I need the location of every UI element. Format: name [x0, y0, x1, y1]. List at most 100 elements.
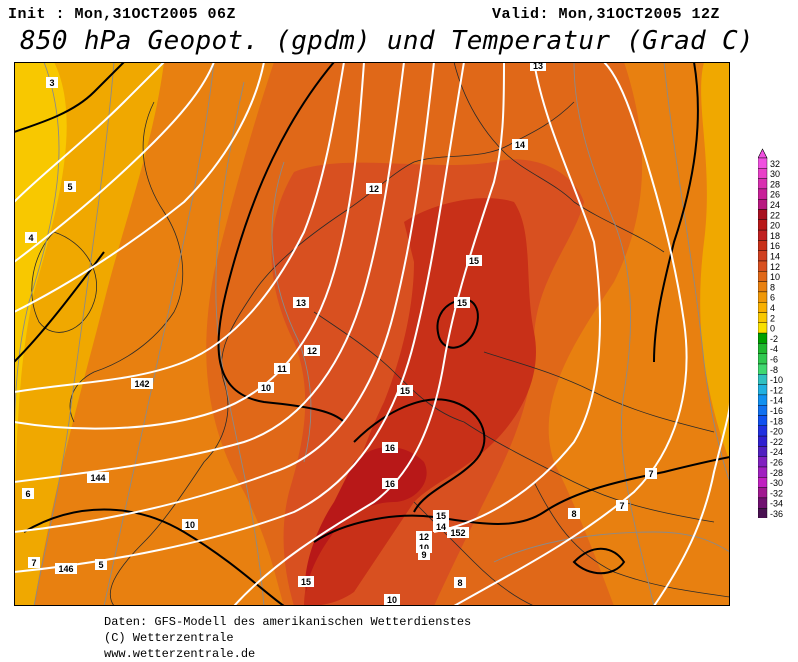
scale-swatch — [758, 312, 768, 324]
scale-swatch — [758, 415, 768, 427]
temp-label-text: 8 — [457, 578, 462, 588]
scale-swatch — [758, 188, 768, 200]
temp-label: 16 — [382, 442, 398, 453]
valid-time: Valid: Mon,31OCT2005 12Z — [492, 6, 721, 23]
scale-label: 32 — [770, 159, 780, 169]
temp-label-text: 6 — [25, 489, 30, 499]
temp-label-text: 14 — [436, 522, 446, 532]
temp-label: 13 — [293, 297, 309, 308]
geopot-145 — [14, 62, 435, 533]
credits: Daten: GFS-Modell des amerikanischen Wet… — [104, 614, 471, 662]
temp-label: 15 — [466, 255, 482, 266]
coast-continent — [253, 101, 575, 293]
temp-label-text: 5 — [98, 560, 103, 570]
geopot-label-text: 142 — [134, 379, 149, 389]
temp-label-text: 9 — [421, 550, 426, 560]
scale-label: 0 — [770, 324, 775, 334]
scale-label: -30 — [770, 478, 783, 488]
geopot-label-text: 144 — [90, 473, 105, 483]
scale-label: -32 — [770, 488, 783, 498]
temp-label: 16 — [382, 478, 398, 489]
temp-label-text: 11 — [277, 364, 287, 374]
scale-swatch — [758, 435, 768, 447]
temp-label: 8 — [454, 577, 466, 588]
geopot-label-text: 152 — [450, 528, 465, 538]
scale-swatch — [758, 384, 768, 396]
geopot-label-text: 146 — [58, 564, 73, 574]
temp-label: 12 — [416, 531, 432, 542]
credits-url[interactable]: www.wetterzentrale.de — [104, 647, 256, 661]
scale-swatch — [758, 425, 768, 437]
scale-swatch — [758, 229, 768, 241]
scale-arrow-up — [758, 148, 768, 159]
temp-label: 10 — [182, 519, 198, 530]
scale-label: -14 — [770, 396, 783, 406]
temp-label-text: 7 — [619, 501, 624, 511]
temp-label: 15 — [298, 576, 314, 587]
scale-label: 26 — [770, 190, 780, 200]
geopot-label: 152 — [447, 527, 469, 538]
scale-swatch — [758, 446, 768, 457]
scale-swatch — [758, 219, 768, 231]
isotherm-thick-10d — [313, 456, 730, 543]
geopot-label: 146 — [55, 563, 77, 574]
temp-label-text: 7 — [31, 558, 36, 568]
scale-label: -34 — [770, 499, 783, 509]
temp-label: 15 — [397, 385, 413, 396]
temp-label-text: 16 — [385, 443, 395, 453]
border-a — [313, 311, 465, 423]
isotherm-thick-13 — [653, 62, 699, 363]
scale-label: 18 — [770, 231, 780, 241]
geopot-142 — [14, 62, 345, 393]
chart-title: 850 hPa Geopot. (gpdm) und Temperatur (G… — [20, 26, 754, 56]
temp-label-text: 15 — [469, 256, 479, 266]
scale-label: -12 — [770, 385, 783, 395]
scale-label: -10 — [770, 375, 783, 385]
coast-ireland — [31, 231, 97, 333]
scale-label: -26 — [770, 458, 783, 468]
isotherm-7b — [493, 531, 730, 563]
scale-swatch — [758, 281, 768, 293]
isotherm-thick-15b — [436, 298, 479, 349]
scale-label: 14 — [770, 252, 780, 262]
temp-label-text: 14 — [515, 140, 525, 150]
scale-swatch — [758, 168, 768, 179]
temp-label: 3 — [46, 77, 58, 88]
scale-label: 28 — [770, 179, 780, 189]
temp-label: 15 — [454, 297, 470, 308]
scale-label: 10 — [770, 272, 780, 282]
scale-swatch — [758, 291, 768, 303]
geopot-150 — [453, 62, 688, 606]
scale-label: -2 — [770, 334, 778, 344]
temp-label: 6 — [22, 488, 34, 499]
temp-label-text: 12 — [369, 184, 379, 194]
temp-label: 12 — [304, 345, 320, 356]
scale-label: 16 — [770, 241, 780, 251]
scale-swatch — [758, 363, 768, 375]
scale-label: -16 — [770, 406, 783, 416]
temp-label-text: 15 — [400, 386, 410, 396]
temp-label-text: 7 — [648, 469, 653, 479]
scale-label: -24 — [770, 447, 783, 457]
temp-label-text: 10 — [419, 543, 429, 553]
scale-label: 6 — [770, 293, 775, 303]
geopot-138 — [14, 62, 165, 203]
scale-swatch — [758, 477, 768, 488]
scale-label: -6 — [770, 355, 778, 365]
temp-label: 5 — [95, 559, 107, 570]
geopot-146 — [14, 62, 465, 573]
isotherm-7 — [33, 62, 115, 606]
temp-label: 12 — [366, 183, 382, 194]
scale-swatch — [758, 157, 768, 169]
isotherm-thick-10 — [14, 251, 105, 363]
weather-map: 3 5 4 13 14 12 15 15 13 12 11 10 15 16 1… — [14, 62, 730, 606]
temp-label-text: 15 — [436, 511, 446, 521]
temp-label: 14 — [433, 521, 449, 532]
scale-label: 20 — [770, 221, 780, 231]
scale-swatch — [758, 497, 768, 509]
temp-label: 9 — [418, 549, 430, 560]
isotherm-thick-15 — [353, 398, 486, 513]
scale-label: 12 — [770, 262, 780, 272]
temp-label-text: 15 — [301, 577, 311, 587]
temp-label-text: 4 — [28, 233, 33, 243]
